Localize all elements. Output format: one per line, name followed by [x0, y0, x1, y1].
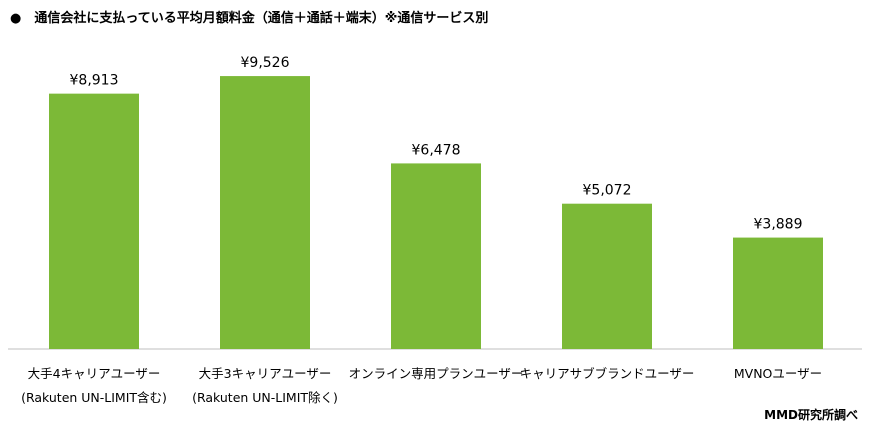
- data-label-2: ¥9,526: [241, 55, 290, 71]
- category-label-3: オンライン専用プランユーザー: [349, 366, 524, 381]
- bar-4: [562, 203, 652, 349]
- bar-1: [49, 93, 139, 349]
- data-label-4: ¥5,072: [583, 183, 632, 199]
- category-label-2-line2: (Rakuten UN-LIMIT除く): [192, 390, 338, 405]
- category-label-5: MVNOユーザー: [734, 366, 822, 381]
- bar-5: [733, 237, 823, 349]
- category-label-1: 大手4キャリアユーザー: [28, 366, 161, 381]
- category-label-4: キャリアサブブランドユーザー: [520, 366, 695, 381]
- chart-title: ● 通信会社に支払っている平均月額料金（通信＋通話＋端末）※通信サービス別: [10, 11, 489, 26]
- bar-2: [220, 76, 310, 349]
- bar-3: [391, 163, 481, 349]
- category-label-2: 大手3キャリアユーザー: [199, 366, 332, 381]
- data-label-1: ¥8,913: [70, 73, 119, 89]
- category-label-1-line2: (Rakuten UN-LIMIT含む): [21, 390, 167, 405]
- source-credit: MMD研究所調べ: [764, 408, 858, 422]
- data-label-3: ¥6,478: [412, 142, 461, 158]
- data-label-5: ¥3,889: [754, 217, 803, 233]
